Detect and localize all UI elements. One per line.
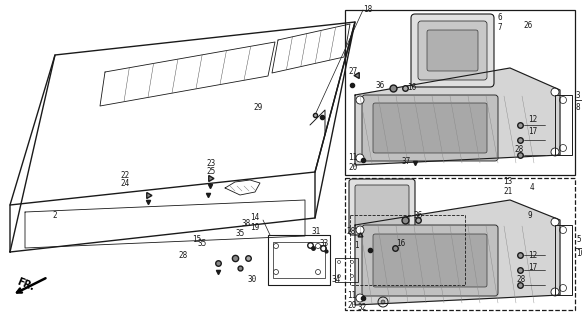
Circle shape (315, 269, 321, 275)
Circle shape (338, 260, 340, 263)
Polygon shape (355, 68, 560, 165)
Circle shape (274, 269, 279, 275)
Text: 37: 37 (402, 157, 411, 166)
Circle shape (315, 244, 321, 249)
Circle shape (356, 154, 364, 162)
Text: 16: 16 (396, 239, 405, 249)
Bar (268, 235, 330, 285)
Text: 30: 30 (248, 275, 257, 284)
Text: 22: 22 (120, 171, 129, 180)
Text: 6: 6 (498, 13, 503, 22)
Text: 13: 13 (503, 178, 512, 187)
Circle shape (350, 260, 353, 263)
Text: 26: 26 (523, 20, 533, 29)
Text: 18: 18 (363, 4, 372, 13)
Circle shape (356, 226, 364, 234)
FancyBboxPatch shape (349, 179, 415, 235)
Circle shape (356, 294, 364, 302)
Text: 17: 17 (528, 127, 537, 137)
Text: 9: 9 (527, 211, 531, 220)
FancyBboxPatch shape (411, 14, 494, 87)
Text: 10: 10 (576, 249, 582, 258)
Circle shape (551, 148, 559, 156)
Bar (350, 215, 465, 285)
Circle shape (551, 218, 559, 226)
FancyBboxPatch shape (362, 225, 498, 296)
FancyBboxPatch shape (362, 95, 498, 161)
Bar (345, 178, 575, 310)
FancyBboxPatch shape (373, 103, 487, 153)
Text: 11: 11 (347, 291, 356, 300)
Text: 27: 27 (348, 68, 357, 76)
Circle shape (559, 284, 566, 292)
Text: 32: 32 (358, 303, 367, 313)
Circle shape (338, 275, 340, 277)
Text: 20: 20 (347, 300, 356, 309)
Text: 36: 36 (413, 211, 423, 220)
Text: 34: 34 (332, 275, 341, 284)
Text: 4: 4 (530, 183, 535, 193)
Text: 20: 20 (348, 163, 357, 172)
FancyBboxPatch shape (427, 30, 478, 71)
Text: 23: 23 (206, 158, 215, 167)
FancyBboxPatch shape (418, 21, 487, 80)
Text: 33: 33 (320, 238, 329, 247)
Text: 35: 35 (198, 239, 207, 249)
Text: 25: 25 (206, 167, 215, 177)
Text: 38: 38 (242, 220, 251, 228)
Text: 19: 19 (250, 223, 259, 233)
Text: FR.: FR. (16, 277, 36, 293)
Text: 11: 11 (348, 153, 357, 162)
Text: 28: 28 (346, 228, 355, 236)
Text: 29: 29 (253, 103, 262, 113)
Bar (345, 10, 575, 175)
Polygon shape (355, 200, 560, 305)
Circle shape (551, 88, 559, 96)
Text: 14: 14 (250, 213, 259, 222)
Circle shape (381, 300, 385, 304)
Text: 2: 2 (52, 211, 56, 220)
Text: 21: 21 (503, 188, 512, 196)
Bar (273, 242, 325, 278)
Circle shape (559, 97, 566, 103)
Text: 15: 15 (192, 236, 201, 244)
Circle shape (559, 227, 566, 234)
Text: 3: 3 (576, 91, 581, 100)
Text: 12: 12 (528, 116, 537, 124)
Text: 28: 28 (514, 146, 523, 155)
Bar (555, 225, 572, 295)
FancyBboxPatch shape (355, 185, 409, 229)
Text: 16: 16 (407, 83, 416, 92)
Circle shape (350, 275, 353, 277)
Text: 12: 12 (528, 251, 537, 260)
Circle shape (274, 244, 279, 249)
Text: 1: 1 (354, 242, 359, 251)
Text: 28: 28 (178, 251, 187, 260)
Text: 36: 36 (376, 81, 385, 90)
Circle shape (559, 145, 566, 151)
Text: 8: 8 (576, 103, 581, 113)
Bar (555, 95, 572, 155)
Circle shape (356, 96, 364, 104)
Bar (335, 258, 358, 282)
FancyBboxPatch shape (373, 234, 487, 287)
Text: 35: 35 (235, 229, 244, 238)
Text: 5: 5 (576, 236, 581, 244)
Text: 17: 17 (528, 262, 537, 271)
Text: 31: 31 (312, 228, 321, 236)
Text: 28: 28 (516, 276, 525, 284)
Text: 24: 24 (120, 180, 129, 188)
Circle shape (551, 288, 559, 296)
Text: 7: 7 (498, 23, 503, 33)
